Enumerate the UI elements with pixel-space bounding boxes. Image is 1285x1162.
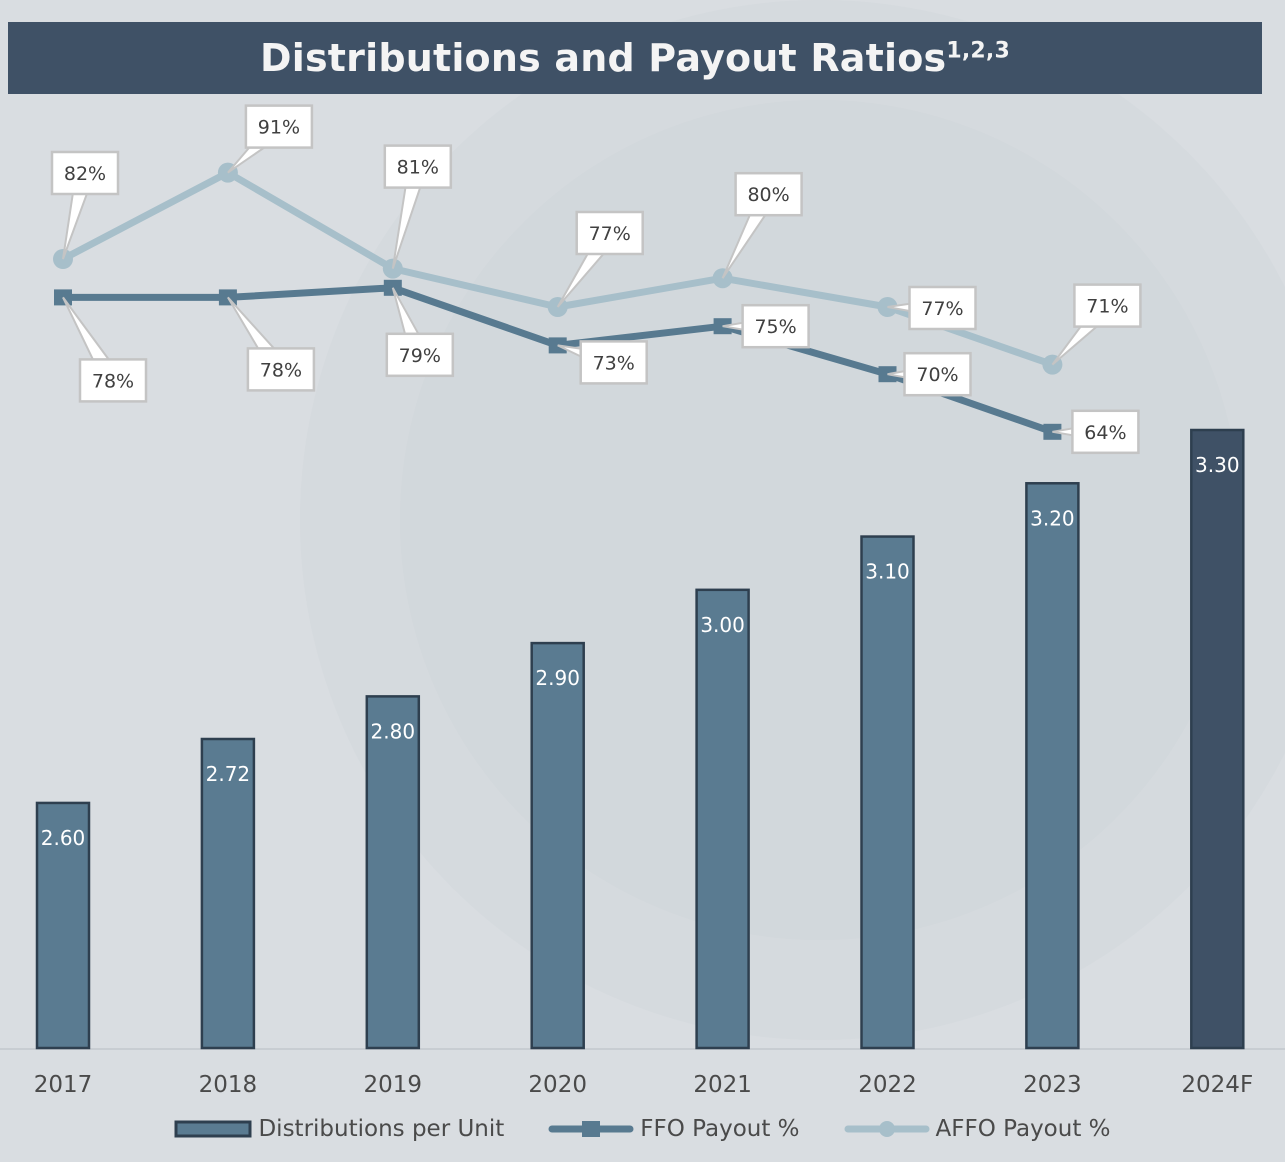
data-callout-ffo: 78% [62, 296, 148, 403]
bar-value-label: 3.10 [865, 560, 910, 584]
data-callout-affo: 77% [887, 285, 977, 331]
legend-circle-marker [878, 1121, 895, 1137]
callout-label: 75% [754, 316, 796, 338]
callout-label: 82% [64, 163, 106, 185]
x-tick-label: 2018 [199, 1072, 258, 1098]
callout-box [1071, 409, 1140, 455]
data-callout-affo: 82% [50, 150, 120, 260]
callout-label: 78% [260, 359, 302, 381]
callout-label: 81% [397, 157, 439, 179]
x-tick-label: 2023 [1023, 1072, 1082, 1098]
data-callout-ffo: 70% [887, 351, 972, 397]
bar-value-label: 3.00 [700, 613, 745, 637]
data-callout-ffo: 79% [385, 287, 455, 378]
callout-box [1073, 283, 1142, 328]
data-callout-affo: 81% [383, 144, 453, 269]
bar-2024F [1190, 428, 1245, 1050]
data-callout-affo: 80% [721, 171, 803, 279]
bar-value-label: 3.20 [1030, 506, 1075, 530]
legend-item-ffo: FFO Payout % [548, 1116, 800, 1142]
legend-item-affo: AFFO Payout % [844, 1116, 1111, 1142]
data-callout-ffo: 64% [1052, 409, 1140, 455]
legend: Distributions per Unit FFO Payout % AFFO… [0, 1116, 1285, 1142]
callout-box [575, 210, 644, 256]
callout-box [385, 332, 455, 378]
callout-box [741, 303, 810, 349]
callout-label: 77% [921, 298, 963, 320]
legend-bar-swatch [174, 1120, 252, 1138]
callout-box [244, 104, 314, 149]
series-line-affo [61, 169, 1054, 368]
title-bar: Distributions and Payout Ratios1,2,3 [8, 22, 1262, 94]
legend-label: FFO Payout % [640, 1116, 800, 1142]
bar-value-label: 2.80 [371, 719, 416, 743]
data-callout-ffo: 75% [722, 303, 810, 349]
callout-box [908, 285, 977, 331]
bar-2020 [530, 641, 585, 1050]
x-tick-label: 2017 [34, 1072, 93, 1098]
callout-label: 64% [1084, 422, 1126, 444]
callout-box [50, 150, 120, 196]
bar-value-label: 3.30 [1195, 453, 1240, 477]
bar-value-label: 2.60 [41, 826, 86, 850]
legend-square-marker [582, 1121, 601, 1137]
bar-2023 [1025, 482, 1080, 1050]
x-tick-label: 2021 [693, 1072, 752, 1098]
bar-2018 [200, 737, 256, 1050]
data-callout-ffo: 78% [227, 296, 316, 392]
callout-box [903, 351, 972, 397]
legend-label: AFFO Payout % [935, 1116, 1111, 1142]
x-tick-label: 2020 [528, 1072, 587, 1098]
callout-label: 77% [589, 223, 631, 245]
bar-value-label: 2.90 [535, 666, 580, 690]
bar-2022 [860, 535, 915, 1050]
callout-label: 79% [399, 345, 441, 367]
data-callout-ffo: 73% [557, 340, 648, 385]
callout-label: 70% [916, 364, 958, 386]
callout-label: 73% [593, 352, 635, 374]
bar-2019 [365, 695, 421, 1050]
callout-box [579, 340, 648, 385]
x-tick-label: 2019 [364, 1072, 423, 1098]
data-callout-affo: 71% [1051, 283, 1142, 366]
callout-label: 78% [92, 370, 134, 392]
x-tick-label: 2024F [1181, 1072, 1253, 1098]
callout-box [734, 171, 803, 217]
legend-label: Distributions per Unit [258, 1116, 505, 1142]
legend-item-distributions: Distributions per Unit [174, 1116, 504, 1142]
data-callout-affo: 77% [556, 210, 644, 308]
callout-label: 91% [258, 117, 300, 139]
bar-value-label: 2.72 [206, 762, 251, 786]
chart-title: Distributions and Payout Ratios1,2,3 [260, 36, 1010, 80]
bar-2021 [695, 588, 750, 1050]
data-callout-affo: 91% [227, 104, 314, 174]
bar-2017 [35, 801, 91, 1050]
x-tick-label: 2022 [858, 1072, 917, 1098]
callout-box [246, 347, 316, 392]
callout-box [78, 358, 148, 403]
callout-label: 80% [747, 184, 789, 206]
callout-box [383, 144, 453, 189]
callout-label: 71% [1086, 296, 1128, 318]
